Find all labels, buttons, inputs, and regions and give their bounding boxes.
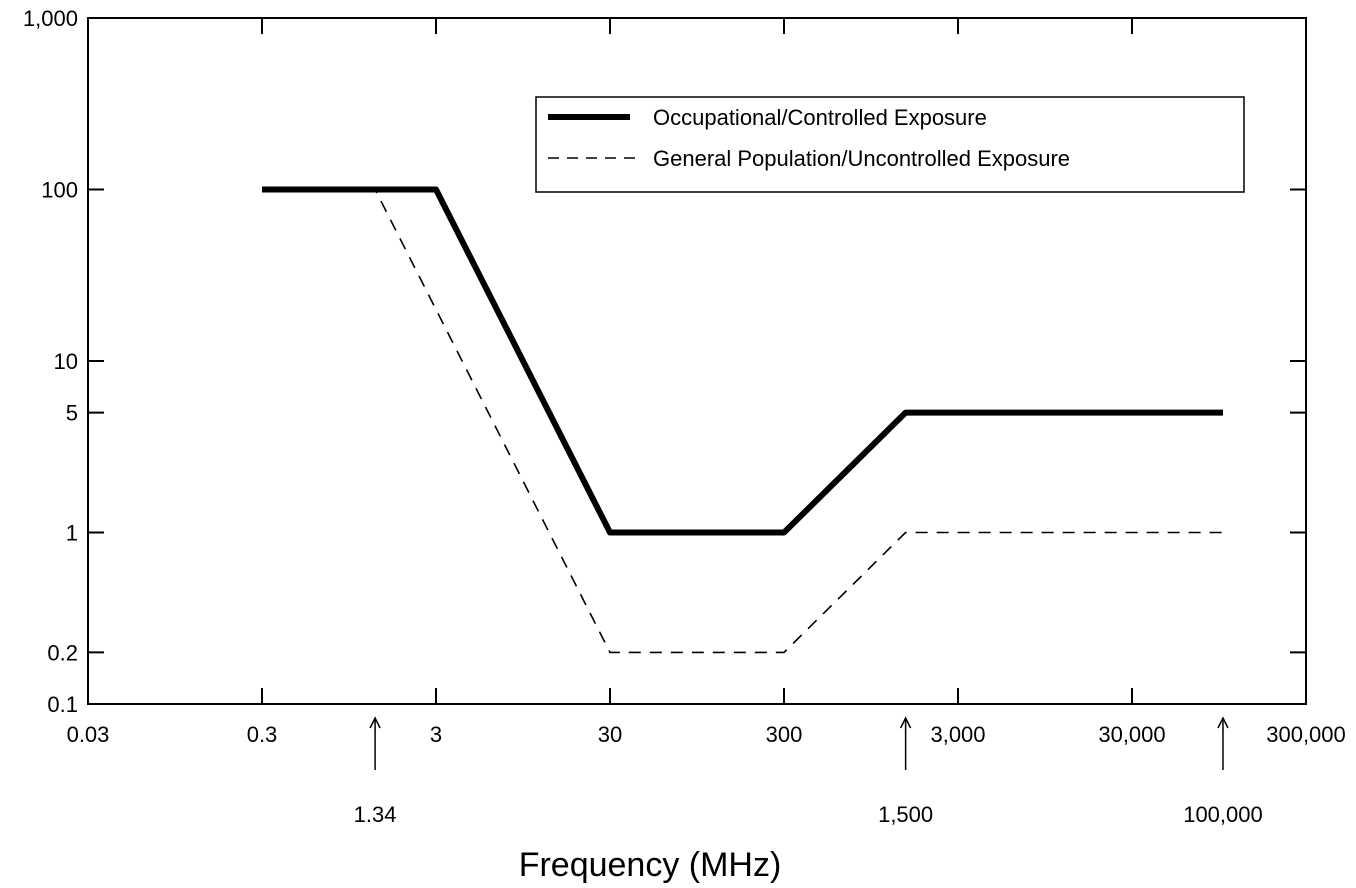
series-line-occupational <box>262 186 1223 536</box>
x-tick-label: 0.3 <box>247 722 278 747</box>
y-tick-label: 100 <box>41 178 78 203</box>
legend-box <box>535 96 1245 193</box>
annotation-arrow <box>899 716 912 770</box>
x-tick-label: 3 <box>430 722 442 747</box>
annotation-label: 1.34 <box>354 802 397 827</box>
x-tick-label: 300,000 <box>1266 722 1346 747</box>
x-tick-label: 30,000 <box>1098 722 1165 747</box>
legend-label-occupational: Occupational/Controlled Exposure <box>653 105 987 130</box>
y-tick-label: 10 <box>54 349 78 374</box>
y-tick-label: 1,000 <box>23 6 78 31</box>
legend: Occupational/Controlled Exposure General… <box>535 96 1245 193</box>
y-tick-label: 5 <box>66 401 78 426</box>
y-tick-label: 1 <box>66 521 78 546</box>
x-tick-label: 300 <box>766 722 803 747</box>
annotation-label: 1,500 <box>878 802 933 827</box>
frequency-annotations: 1.34 1,500 100,000 <box>354 716 1263 827</box>
series-line-general-population <box>262 188 1223 654</box>
series-layer <box>262 186 1223 654</box>
x-tick-label: 0.03 <box>67 722 110 747</box>
x-axis-label: Frequency (MHz) <box>519 846 782 884</box>
y-tick-label: 0.2 <box>47 640 78 665</box>
annotation-arrow <box>1217 716 1229 770</box>
annotation-arrow <box>369 716 381 770</box>
legend-label-general: General Population/Uncontrolled Exposure <box>653 146 1070 171</box>
axis-ticks: 0.03 0.3 3 30 300 3,000 30,000 300,000 1,000 100 1… <box>23 6 1346 747</box>
annotation-label: 100,000 <box>1183 802 1263 827</box>
x-tick-label: 3,000 <box>930 722 985 747</box>
x-tick-label: 30 <box>598 722 622 747</box>
y-tick-label: 0.1 <box>47 692 78 717</box>
